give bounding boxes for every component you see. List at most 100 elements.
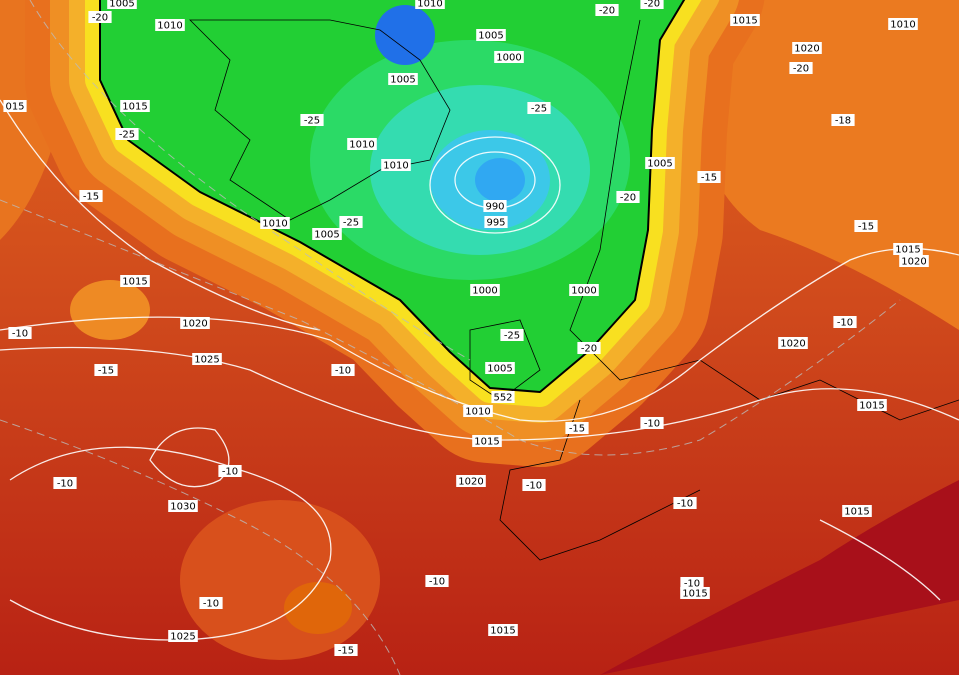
label-box xyxy=(488,624,518,636)
contour-label: 1015 xyxy=(474,437,499,448)
label-box xyxy=(730,14,760,26)
label-box xyxy=(831,114,855,126)
label-box xyxy=(456,475,486,487)
contour-label: -15 xyxy=(83,192,99,203)
label-box xyxy=(470,284,500,296)
contour-label: 1005 xyxy=(487,364,512,375)
contour-label: 1015 xyxy=(122,277,147,288)
label-box xyxy=(8,327,32,339)
label-box xyxy=(789,62,813,74)
contour-label: 1000 xyxy=(472,286,497,297)
label-box xyxy=(476,29,506,41)
contour-label: 1000 xyxy=(571,286,596,297)
cold-core xyxy=(475,158,525,202)
label-box xyxy=(888,18,918,30)
warm-spot xyxy=(70,280,150,340)
contour-label: 1020 xyxy=(901,257,926,268)
contour-label: -25 xyxy=(119,130,135,141)
label-box xyxy=(415,0,445,9)
label-box xyxy=(120,275,150,287)
contour-label: -10 xyxy=(526,481,542,492)
contour-label: -10 xyxy=(837,318,853,329)
label-box xyxy=(899,255,929,267)
contour-label: 990 xyxy=(485,202,504,213)
label-box xyxy=(180,317,210,329)
label-box xyxy=(673,497,697,509)
contour-label: -10 xyxy=(429,577,445,588)
contour-label: 1010 xyxy=(890,20,915,31)
label-box xyxy=(425,575,449,587)
contour-label: 1000 xyxy=(496,53,521,64)
label-box xyxy=(334,644,358,656)
label-box xyxy=(483,200,507,212)
label-box xyxy=(339,216,363,228)
contour-label: 1020 xyxy=(780,339,805,350)
label-box xyxy=(79,190,103,202)
label-box xyxy=(120,100,150,112)
label-box xyxy=(331,364,355,376)
label-box xyxy=(53,477,77,489)
contour-label: 1015 xyxy=(859,401,884,412)
contour-label: -10 xyxy=(684,579,700,590)
label-box xyxy=(640,0,664,9)
label-box xyxy=(595,4,619,16)
label-box xyxy=(494,51,524,63)
contour-label: 1020 xyxy=(458,477,483,488)
contour-label: 1010 xyxy=(349,140,374,151)
contour-label: 1030 xyxy=(170,502,195,513)
label-box xyxy=(88,11,112,23)
contour-label: -10 xyxy=(57,479,73,490)
label-box xyxy=(577,342,601,354)
label-box xyxy=(833,316,857,328)
contour-label: -10 xyxy=(203,599,219,610)
label-box xyxy=(680,577,704,589)
label-box xyxy=(3,100,27,112)
contour-label: -25 xyxy=(531,104,547,115)
label-box xyxy=(645,157,675,169)
label-box xyxy=(199,597,223,609)
contour-label: 552 xyxy=(493,393,512,404)
contour-label: 1020 xyxy=(794,44,819,55)
label-box xyxy=(300,114,324,126)
label-box xyxy=(388,73,418,85)
label-box xyxy=(218,465,242,477)
contour-label: -25 xyxy=(304,116,320,127)
contour-label: 1020 xyxy=(182,319,207,330)
contour-label: 1025 xyxy=(170,632,195,643)
contour-label: 1015 xyxy=(490,626,515,637)
label-box xyxy=(640,417,664,429)
warm-region xyxy=(690,0,959,330)
contour-label: 1005 xyxy=(647,159,672,170)
label-box xyxy=(463,405,493,417)
contour-label: 1025 xyxy=(194,355,219,366)
contour-label: -25 xyxy=(504,331,520,342)
contour-label: 1010 xyxy=(417,0,442,10)
label-box xyxy=(168,630,198,642)
label-box xyxy=(491,391,515,403)
contour-label: -15 xyxy=(569,424,585,435)
contour-label: 015 xyxy=(5,102,24,113)
contour-label: -15 xyxy=(98,366,114,377)
label-box xyxy=(857,399,887,411)
contour-label: 1010 xyxy=(383,161,408,172)
label-box xyxy=(527,102,551,114)
contour-label: 1015 xyxy=(732,16,757,27)
label-box xyxy=(522,479,546,491)
label-box xyxy=(192,353,222,365)
cold-region xyxy=(600,480,959,675)
contour-label: -10 xyxy=(644,419,660,430)
warm-spot xyxy=(284,582,352,634)
contour-label: -18 xyxy=(835,116,851,127)
contour-label: 1015 xyxy=(682,589,707,600)
cold-core xyxy=(375,5,435,65)
contour-label: 1010 xyxy=(465,407,490,418)
contour-label: 1010 xyxy=(157,21,182,32)
contour-label: -15 xyxy=(858,222,874,233)
contour-label: -10 xyxy=(677,499,693,510)
coastline xyxy=(189,19,451,221)
contour-label: -10 xyxy=(335,366,351,377)
contour-label: 1015 xyxy=(844,507,869,518)
contour-label: 1010 xyxy=(262,219,287,230)
